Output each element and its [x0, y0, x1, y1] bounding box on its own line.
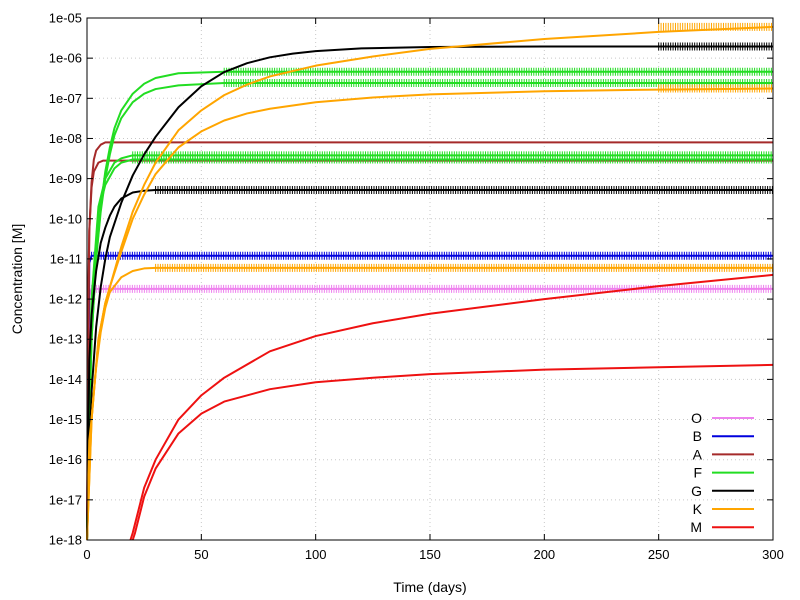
series-band [658, 84, 772, 93]
series-G [86, 42, 773, 541]
series-line [86, 45, 773, 541]
series-F [86, 67, 773, 541]
x-tick-label: 150 [419, 547, 441, 562]
series-band [132, 155, 772, 164]
y-tick-label: 1e-07 [49, 91, 82, 106]
legend-label: G [691, 483, 702, 499]
series-layer [86, 22, 774, 541]
series-band [223, 79, 772, 88]
legend-label: A [693, 446, 703, 462]
series-band [658, 42, 772, 51]
y-tick-label: 1e-10 [49, 211, 82, 226]
y-tick-label: 1e-16 [49, 452, 82, 467]
legend-label: F [693, 465, 702, 481]
x-tick-label: 100 [305, 547, 327, 562]
series-band [91, 251, 772, 260]
series-line [86, 266, 773, 541]
series-band [132, 151, 772, 160]
series-line [86, 158, 773, 541]
tick-labels: 0 50 100 150 200 250 300 1e-18 1e-17 1e-16 1e-15 1e… [49, 11, 784, 563]
series-band [155, 186, 773, 195]
series-M [129, 273, 774, 541]
series-band [155, 263, 773, 272]
y-tick-label: 1e-12 [49, 292, 82, 307]
series-line [86, 159, 773, 541]
series-A [86, 141, 773, 541]
y-tick-label: 1e-05 [49, 11, 82, 26]
y-tick-label: 1e-14 [49, 372, 82, 387]
series-line [86, 25, 774, 541]
y-tick-label: 1e-06 [49, 51, 82, 66]
x-axis-label: Time (days) [393, 579, 466, 595]
x-tick-label: 300 [762, 547, 784, 562]
series-line [86, 82, 773, 541]
y-tick-label: 1e-17 [49, 492, 82, 507]
y-tick-label: 1e-08 [49, 131, 82, 146]
x-tick-label: 200 [533, 547, 555, 562]
grid [87, 18, 773, 540]
legend-label: B [693, 428, 702, 444]
series-line [86, 189, 773, 541]
x-tick-label: 250 [648, 547, 670, 562]
series-O [86, 284, 773, 541]
legend-label: O [691, 410, 702, 426]
series-band [658, 22, 772, 31]
y-tick-label: 1e-15 [49, 412, 82, 427]
series-line [129, 273, 774, 541]
ticks [86, 17, 774, 541]
series-line [131, 363, 774, 541]
x-tick-label: 50 [194, 547, 208, 562]
x-tick-label: 0 [83, 547, 90, 562]
legend-label: M [690, 519, 702, 535]
y-tick-label: 1e-18 [49, 533, 82, 548]
legend-label: K [693, 501, 703, 517]
y-tick-label: 1e-09 [49, 171, 82, 186]
y-tick-label: 1e-11 [50, 251, 82, 266]
y-axis-label: Concentration [M] [9, 224, 25, 335]
series-line [86, 141, 773, 541]
y-tick-label: 1e-13 [49, 332, 82, 347]
series-line [86, 87, 774, 541]
